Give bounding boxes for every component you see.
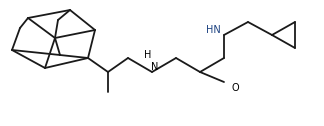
Text: HN: HN bbox=[206, 25, 220, 35]
Text: N: N bbox=[151, 62, 159, 72]
Text: O: O bbox=[231, 83, 239, 93]
Text: H: H bbox=[144, 50, 152, 60]
